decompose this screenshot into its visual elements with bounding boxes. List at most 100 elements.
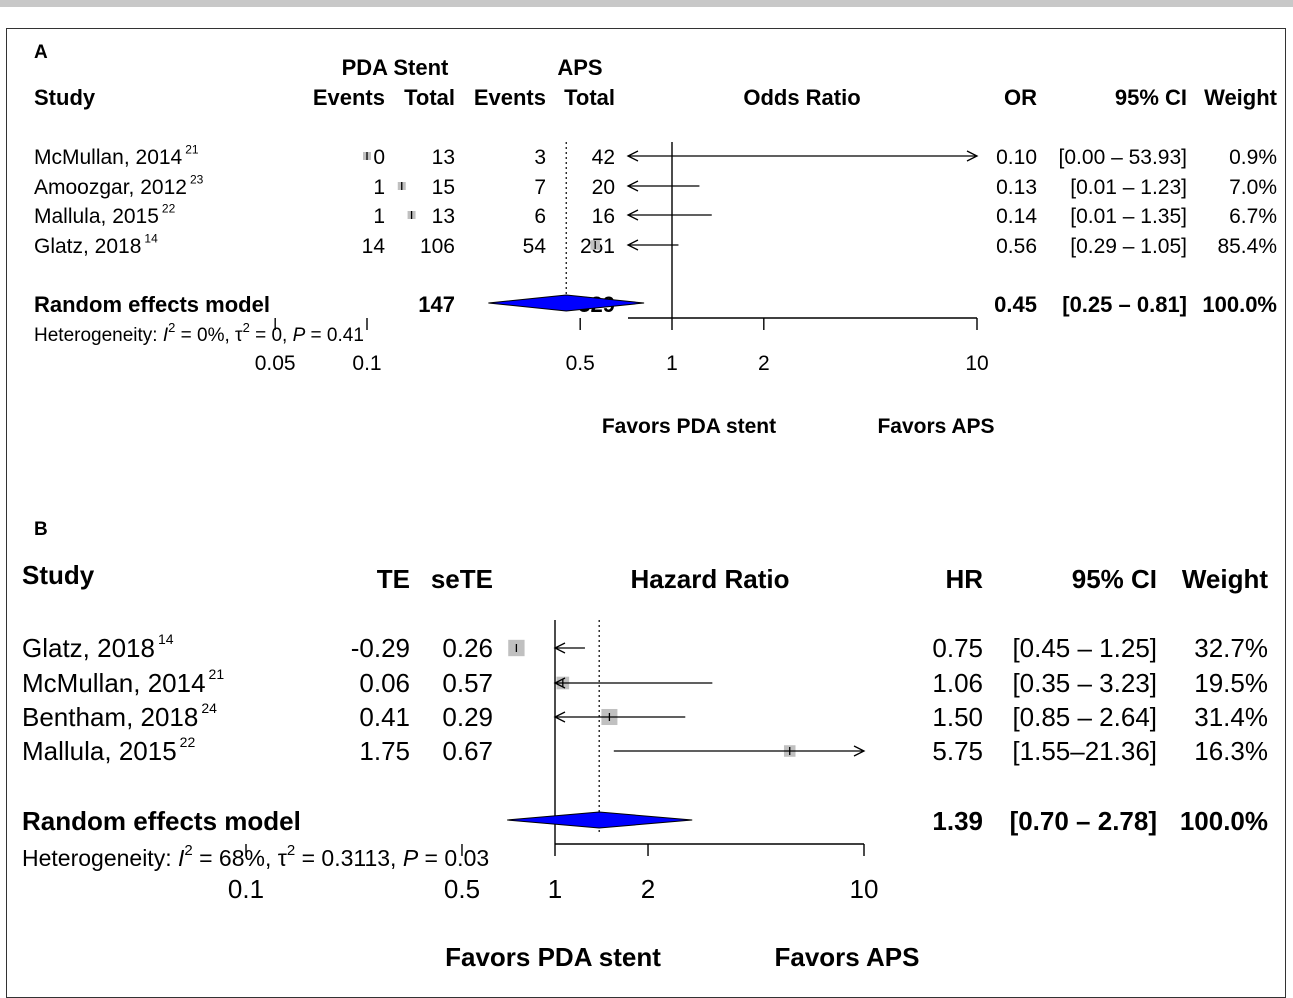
panel-b-ci-arrow-right bbox=[853, 745, 866, 757]
panel-b-study-name: Mallula, 2015 22 bbox=[22, 734, 195, 766]
panel-a-effect: 0.56 bbox=[996, 235, 1037, 258]
panel-a-het-p: = 0.41 bbox=[305, 325, 364, 346]
panel-b-sete: 0.26 bbox=[442, 633, 493, 663]
panel-a-pooled-ci: [0.25 – 0.81] bbox=[1062, 292, 1187, 317]
panel-b-x-tick-label: 2 bbox=[641, 874, 655, 904]
panel-b-effect: 1.50 bbox=[932, 702, 983, 732]
panel-a-events2-header: Events bbox=[474, 85, 546, 110]
panel-b-study-name: McMullan, 2014 21 bbox=[22, 666, 224, 698]
panel-a-events2: 6 bbox=[534, 205, 546, 228]
panel-a-weight: 6.7% bbox=[1229, 205, 1277, 228]
panel-b-weight-header: Weight bbox=[1182, 564, 1269, 594]
panel-b-favors-left: Favors PDA stent bbox=[445, 942, 661, 972]
panel-b-te: 0.06 bbox=[359, 668, 410, 698]
panel-a-events1: 14 bbox=[362, 235, 386, 258]
panel-a-pooled-diamond bbox=[488, 294, 645, 312]
panel-b-ci: [1.55–21.36] bbox=[1012, 736, 1157, 766]
panel-a-ci: [0.01 – 1.35] bbox=[1070, 205, 1187, 228]
panel-a-weight: 7.0% bbox=[1229, 176, 1277, 199]
panel-b-pooled-weight: 100.0% bbox=[1180, 806, 1268, 836]
panel-b-study-name: Glatz, 2018 14 bbox=[22, 631, 174, 663]
panel-b-het-tau2: = 0.3113, bbox=[295, 845, 403, 871]
panel-b-weight: 16.3% bbox=[1194, 736, 1268, 766]
panel-b-favors-right: Favors APS bbox=[775, 942, 920, 972]
panel-a-ci-arrow-left bbox=[626, 150, 639, 162]
panel-a-weight: 85.4% bbox=[1217, 235, 1277, 258]
panel-a-total1: 13 bbox=[432, 146, 455, 169]
panel-a-x-tick-label: 2 bbox=[758, 352, 770, 375]
panel-b-pooled-ci: [0.70 – 2.78] bbox=[1010, 806, 1157, 836]
panel-b-effect: 1.06 bbox=[932, 668, 983, 698]
panel-a-total2: 42 bbox=[592, 146, 615, 169]
panel-a-favors-right: Favors APS bbox=[877, 415, 994, 438]
panel-a-total2: 16 bbox=[592, 205, 615, 228]
panel-a-events1: 0 bbox=[373, 146, 385, 169]
panel-b-ci-header: 95% CI bbox=[1072, 564, 1157, 594]
panel-b-x-tick-label: 10 bbox=[850, 874, 879, 904]
panel-a-study-name: McMullan, 2014 21 bbox=[34, 143, 199, 170]
panel-a-ci: [0.00 – 53.93] bbox=[1059, 146, 1187, 169]
panel-a-events2: 54 bbox=[523, 235, 547, 258]
panel-a-total1-header: Total bbox=[404, 85, 455, 110]
panel-b-label: B bbox=[34, 519, 48, 540]
panel-b-ci: [0.35 – 3.23] bbox=[1012, 668, 1157, 698]
panel-a-measure-header: Odds Ratio bbox=[743, 85, 860, 110]
panel-b-sete: 0.57 bbox=[442, 668, 493, 698]
panel-a-x-tick-label: 10 bbox=[965, 352, 988, 375]
panel-a-ci-arrow-left bbox=[626, 180, 639, 192]
panel-a-ci-header: 95% CI bbox=[1115, 85, 1187, 110]
panel-b-sete-header: seTE bbox=[431, 564, 493, 594]
panel-a-x-tick-label: 1 bbox=[666, 352, 678, 375]
panel-b-het-p: = 0.03 bbox=[418, 845, 489, 871]
panel-b: B Study TE seTE Hazard Ratio HR 95% CI W… bbox=[22, 519, 1268, 972]
panel-a-het-tau2: = 0, bbox=[250, 325, 293, 346]
panel-a: A PDA Stent APS Study Events Total Event… bbox=[34, 42, 1278, 438]
panel-b-weight: 31.4% bbox=[1194, 702, 1268, 732]
panel-a-ci-arrow-right bbox=[966, 150, 979, 162]
panel-b-study-name: Bentham, 2018 24 bbox=[22, 700, 217, 732]
panel-a-pooled-weight: 100.0% bbox=[1202, 292, 1277, 317]
panel-a-group1-header: PDA Stent bbox=[342, 55, 449, 80]
panel-b-effect-header: HR bbox=[945, 564, 983, 594]
panel-b-effect: 0.75 bbox=[932, 633, 983, 663]
panel-a-total1: 13 bbox=[432, 205, 455, 228]
panel-a-x-tick-label: 0.5 bbox=[566, 352, 595, 375]
panel-a-events2: 7 bbox=[534, 176, 546, 199]
panel-b-weight: 19.5% bbox=[1194, 668, 1268, 698]
panel-a-het-prefix: Heterogeneity: bbox=[34, 325, 163, 346]
panel-a-x-tick-label: 0.1 bbox=[352, 352, 381, 375]
panel-b-te: 0.41 bbox=[359, 702, 410, 732]
panel-a-total2: 20 bbox=[592, 176, 615, 199]
top-divider-bar bbox=[0, 0, 1293, 7]
panel-a-label: A bbox=[34, 42, 48, 63]
panel-a-heterogeneity: Heterogeneity: I2 = 0%, τ2 = 0, P = 0.41 bbox=[34, 320, 364, 346]
panel-a-ci-arrow-left bbox=[626, 239, 639, 251]
panel-a-study-header: Study bbox=[34, 85, 96, 110]
panel-a-weight: 0.9% bbox=[1229, 146, 1277, 169]
panel-b-measure-header: Hazard Ratio bbox=[631, 564, 790, 594]
panel-b-te: -0.29 bbox=[351, 633, 410, 663]
panel-b-x-tick-label: 0.1 bbox=[228, 874, 264, 904]
panel-a-total1: 15 bbox=[432, 176, 455, 199]
panel-b-study-header: Study bbox=[22, 560, 95, 590]
panel-a-study-name: Mallula, 2015 22 bbox=[34, 202, 176, 229]
panel-b-x-tick-label: 0.5 bbox=[444, 874, 480, 904]
panel-a-events1-header: Events bbox=[313, 85, 385, 110]
panel-b-het-i2: = 68%, bbox=[193, 845, 278, 871]
panel-b-sete: 0.67 bbox=[442, 736, 493, 766]
panel-a-effect: 0.13 bbox=[996, 176, 1037, 199]
panel-b-x-tick-label: 1 bbox=[548, 874, 562, 904]
panel-b-pooled-diamond bbox=[507, 811, 693, 829]
panel-b-heterogeneity: Heterogeneity: I2 = 68%, τ2 = 0.3113, P … bbox=[22, 842, 489, 871]
panel-a-effect: 0.10 bbox=[996, 146, 1037, 169]
panel-a-study-name: Amoozgar, 2012 23 bbox=[34, 173, 204, 200]
panel-b-sete: 0.29 bbox=[442, 702, 493, 732]
panel-a-favors-left: Favors PDA stent bbox=[602, 415, 776, 438]
panel-a-study-name: Glatz, 2018 14 bbox=[34, 232, 158, 259]
panel-a-effect-header: OR bbox=[1004, 85, 1037, 110]
panel-a-ci-arrow-left bbox=[626, 209, 639, 221]
panel-a-events1: 1 bbox=[373, 176, 385, 199]
panel-b-te: 1.75 bbox=[359, 736, 410, 766]
